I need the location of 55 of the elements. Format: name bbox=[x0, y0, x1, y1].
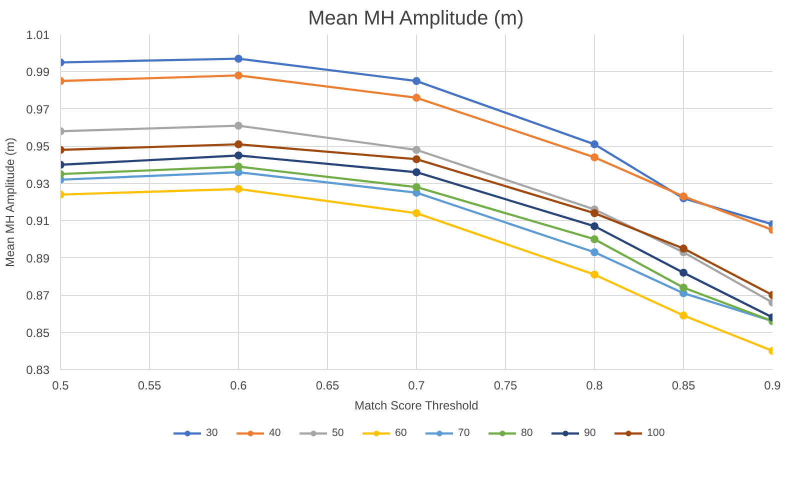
y-tick-label: 0.93 bbox=[26, 176, 50, 191]
point bbox=[590, 222, 598, 230]
x-tick-label: 0.85 bbox=[672, 378, 696, 392]
point bbox=[412, 209, 420, 218]
x-tick-label: 0.9 bbox=[764, 378, 782, 392]
point bbox=[234, 122, 242, 130]
point bbox=[234, 162, 242, 171]
x-tick-label: 0.5 bbox=[52, 378, 70, 392]
point bbox=[234, 140, 242, 148]
y-tick-label: 1.01 bbox=[26, 28, 50, 42]
y-tick-label: 0.95 bbox=[26, 140, 50, 154]
point bbox=[680, 244, 688, 253]
x-tick-label: 0.55 bbox=[138, 378, 162, 392]
y-tick-label: 0.85 bbox=[26, 326, 50, 340]
legend-label: 80 bbox=[521, 427, 534, 439]
point bbox=[234, 71, 242, 80]
y-tick-label: 0.89 bbox=[26, 251, 50, 266]
point bbox=[412, 77, 420, 86]
point bbox=[590, 209, 598, 218]
point bbox=[234, 184, 242, 193]
y-axis-title: Mean MH Amplitude (m) bbox=[3, 138, 18, 268]
point bbox=[590, 140, 598, 148]
point bbox=[234, 54, 242, 63]
y-tick-label: 0.91 bbox=[26, 214, 50, 228]
y-tick-label: 0.99 bbox=[26, 65, 50, 80]
point bbox=[590, 248, 598, 256]
x-axis-title: Match Score Threshold bbox=[354, 398, 478, 412]
x-tick-label: 0.75 bbox=[494, 378, 518, 392]
point bbox=[412, 183, 420, 192]
legend-label: 40 bbox=[269, 427, 282, 439]
point bbox=[680, 284, 688, 292]
point bbox=[590, 153, 598, 162]
point bbox=[412, 94, 420, 102]
point bbox=[680, 268, 688, 277]
x-tick-label: 0.65 bbox=[316, 378, 340, 392]
legend-label: 100 bbox=[647, 427, 666, 439]
x-tick-label: 0.8 bbox=[586, 378, 604, 392]
legend-label: 50 bbox=[332, 427, 345, 439]
point bbox=[412, 146, 420, 154]
legend-label: 30 bbox=[206, 427, 219, 439]
y-tick-label: 0.87 bbox=[26, 288, 50, 303]
chart-title: Mean MH Amplitude (m) bbox=[308, 8, 524, 30]
x-tick-label: 0.6 bbox=[230, 378, 248, 392]
point bbox=[680, 312, 688, 320]
y-tick-label: 0.97 bbox=[26, 102, 50, 116]
point bbox=[412, 168, 420, 176]
x-tick-label: 0.7 bbox=[408, 378, 426, 392]
point bbox=[412, 155, 420, 164]
legend-label: 70 bbox=[458, 427, 471, 439]
point bbox=[590, 235, 598, 244]
point bbox=[234, 151, 242, 160]
legend-label: 60 bbox=[395, 427, 408, 439]
y-tick-label: 0.83 bbox=[26, 363, 50, 377]
point bbox=[590, 270, 598, 279]
legend-label: 90 bbox=[584, 427, 597, 439]
